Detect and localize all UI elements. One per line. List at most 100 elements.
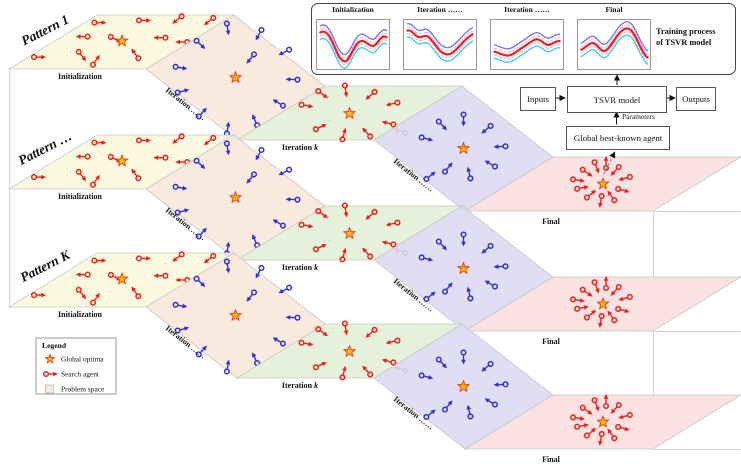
search-agent-icon bbox=[484, 280, 499, 290]
search-agent-icon bbox=[583, 309, 597, 321]
search-agent-icon bbox=[381, 120, 397, 128]
search-agent-icon bbox=[174, 208, 190, 216]
search-agent-icon bbox=[362, 127, 374, 140]
global-optima-star-icon bbox=[457, 262, 470, 274]
training-chart-title: Iteration …… bbox=[417, 5, 463, 14]
stage-label-iteration-k: Iteration k bbox=[282, 381, 318, 390]
global-optima-star-icon bbox=[115, 154, 129, 167]
search-agent-icon bbox=[75, 153, 91, 160]
search-agent-icon bbox=[223, 140, 231, 156]
search-agent-icon bbox=[298, 101, 314, 109]
legend-item-label: Search agent bbox=[61, 370, 100, 379]
search-agent-icon bbox=[203, 134, 217, 146]
search-agent-icon bbox=[75, 286, 87, 300]
search-agent-icon bbox=[481, 122, 494, 134]
tsvr-model-label: TSVR model bbox=[593, 94, 641, 105]
search-agent-icon bbox=[193, 275, 206, 287]
search-agent-icon bbox=[246, 171, 258, 184]
regression-curve bbox=[406, 23, 474, 49]
search-agent-icon bbox=[591, 397, 600, 412]
search-agent-icon bbox=[203, 252, 217, 264]
search-agent-icon bbox=[315, 208, 328, 219]
regression-curve bbox=[319, 30, 388, 63]
search-agent-icon bbox=[574, 185, 589, 192]
inputs-label: Inputs bbox=[527, 94, 549, 104]
search-agent-icon bbox=[460, 111, 467, 127]
stage-label-iteration-k: Iteration k bbox=[282, 263, 318, 272]
training-title-line2: of TSVR model bbox=[656, 37, 712, 47]
search-agent-icon bbox=[481, 242, 494, 254]
search-agent-icon bbox=[385, 219, 401, 227]
regression-curve bbox=[406, 26, 474, 52]
regression-curve bbox=[493, 38, 561, 57]
search-agent-icon bbox=[381, 358, 397, 366]
parameters-label: Parameters bbox=[622, 112, 655, 121]
regression-curve bbox=[580, 34, 649, 65]
search-agent-icon bbox=[579, 166, 593, 177]
regression-curve bbox=[493, 42, 561, 60]
search-agent-icon bbox=[381, 240, 397, 248]
search-agent-icon bbox=[460, 349, 467, 365]
search-agent-icon bbox=[493, 143, 509, 150]
search-agent-icon bbox=[172, 251, 185, 262]
search-agent-icon bbox=[466, 286, 474, 302]
search-agent-icon bbox=[315, 326, 328, 337]
stage-label-final: Final bbox=[542, 455, 561, 464]
search-agent-icon bbox=[362, 365, 374, 378]
search-agent-icon bbox=[423, 291, 436, 303]
search-agent-icon bbox=[195, 345, 207, 358]
search-agent-icon bbox=[598, 313, 605, 328]
search-agent-icon bbox=[435, 238, 447, 251]
stage-label-initialization: Initialization bbox=[58, 192, 103, 201]
search-agent-icon bbox=[30, 292, 46, 299]
search-agent-icon bbox=[285, 76, 301, 83]
search-agent-icon bbox=[341, 202, 349, 218]
search-agent-icon bbox=[312, 362, 327, 371]
search-agent-icon bbox=[272, 337, 286, 347]
search-agent-icon bbox=[339, 365, 347, 381]
regression-curve bbox=[319, 24, 388, 56]
search-agent-icon bbox=[574, 423, 589, 430]
search-agent-icon bbox=[583, 427, 597, 439]
regression-curve bbox=[580, 31, 649, 62]
training-chart bbox=[490, 19, 564, 70]
search-agent-icon bbox=[602, 394, 610, 410]
search-agent-icon bbox=[30, 54, 46, 61]
search-agent-icon bbox=[602, 156, 610, 172]
search-agent-icon bbox=[285, 314, 301, 321]
search-agent-icon bbox=[89, 174, 100, 188]
search-agent-icon bbox=[255, 264, 265, 279]
inputs-box: Inputs bbox=[520, 87, 556, 111]
best-agent-dashed-arrow bbox=[603, 151, 616, 175]
search-agent-icon bbox=[91, 19, 107, 26]
training-chart bbox=[577, 19, 651, 70]
global-optima-star-icon bbox=[229, 309, 242, 321]
search-agent-icon bbox=[312, 244, 327, 253]
search-agent-icon bbox=[481, 360, 494, 372]
search-agent-icon bbox=[441, 400, 453, 413]
search-agent-icon bbox=[484, 398, 499, 408]
global-optima-star-icon bbox=[115, 272, 129, 285]
search-agent-icon bbox=[42, 370, 58, 378]
search-agent-icon bbox=[435, 356, 447, 369]
global-optima-star-icon bbox=[44, 353, 56, 364]
tsvr-model-box: TSVR model bbox=[567, 86, 667, 113]
search-agent-icon bbox=[341, 82, 349, 98]
legend-item-label: Problem space bbox=[61, 385, 105, 394]
search-agent-icon bbox=[195, 227, 207, 240]
search-agent-icon bbox=[312, 124, 327, 133]
search-agent-icon bbox=[418, 134, 434, 142]
training-chart-title: Iteration …… bbox=[504, 5, 550, 14]
global-optima-star-icon bbox=[596, 415, 610, 428]
search-agent-icon bbox=[365, 326, 378, 338]
global-optima-star-icon bbox=[229, 191, 242, 203]
search-agent-icon bbox=[341, 320, 349, 336]
regression-curve bbox=[493, 35, 561, 53]
search-agent-icon bbox=[615, 185, 630, 194]
search-agent-icon bbox=[172, 133, 185, 144]
search-agent-icon bbox=[493, 263, 509, 270]
search-agent-icon bbox=[203, 14, 217, 26]
search-agent-icon bbox=[610, 164, 622, 176]
search-agent-icon bbox=[569, 176, 585, 183]
